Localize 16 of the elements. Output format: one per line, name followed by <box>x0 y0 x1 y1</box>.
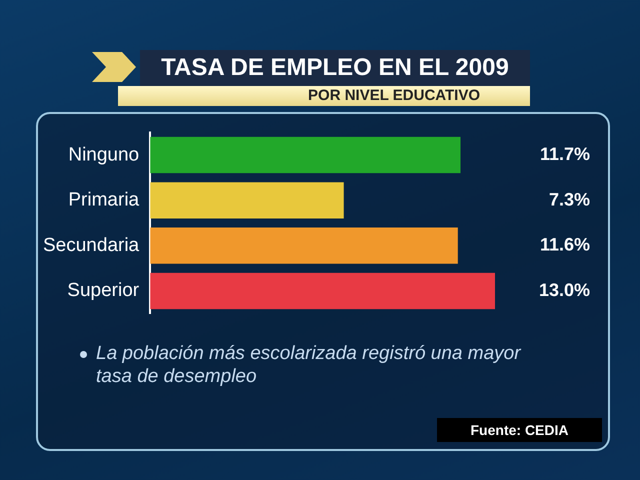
y-tick-label: Superior <box>67 280 140 302</box>
y-tick-label: Secundaria <box>43 234 140 256</box>
bar <box>150 272 495 310</box>
text: La población más escolarizada registró una mayor tasa de desempleo <box>96 342 522 388</box>
data-label: 11.7% <box>540 144 590 164</box>
bar <box>150 228 458 264</box>
source-note: Fuente: CEDIA <box>437 418 602 442</box>
data-label: 13.0% <box>538 280 590 300</box>
chart-title: TASA DE EMPLEO EN EL 2009 <box>140 50 530 86</box>
y-tick-label: Ninguno <box>68 144 140 166</box>
data-label: 11.6% <box>540 234 590 255</box>
bar <box>150 136 461 174</box>
y-tick-label: Primaria <box>68 190 140 211</box>
data-label: 7.3% <box>548 189 590 210</box>
bar <box>150 182 344 218</box>
chart-subtitle: POR NIVEL EDUCATIVO <box>308 87 480 104</box>
